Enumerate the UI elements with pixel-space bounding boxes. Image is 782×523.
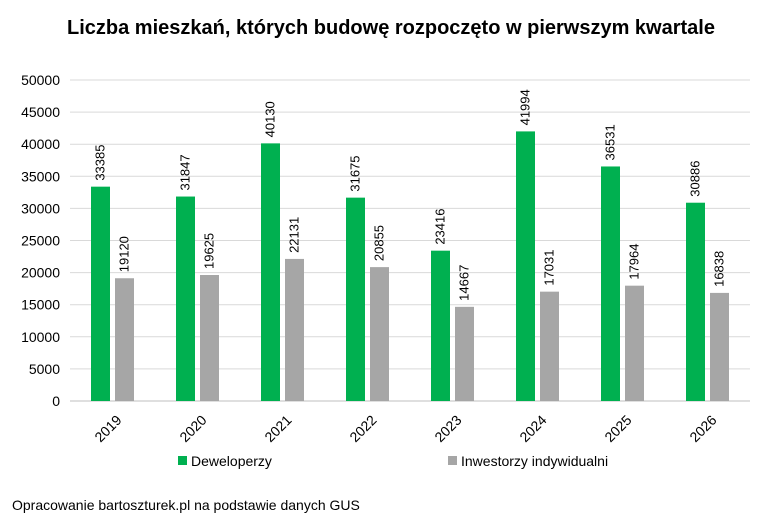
y-tick-label: 20000 <box>21 265 60 281</box>
data-label: 19625 <box>202 233 217 269</box>
y-tick-label: 40000 <box>21 136 60 152</box>
y-tick-label: 10000 <box>21 329 60 345</box>
x-tick-label: 2024 <box>516 412 549 445</box>
x-tick-label: 2021 <box>261 412 294 445</box>
bar-inwestorzy-indywidualni <box>540 291 559 401</box>
y-tick-label: 15000 <box>21 297 60 313</box>
y-tick-label: 50000 <box>21 72 60 88</box>
y-tick-label: 35000 <box>21 168 60 184</box>
data-label: 36531 <box>603 124 618 160</box>
chart-title: Liczba mieszkań, których budowę rozpoczę… <box>67 17 715 39</box>
bars: 33385 19120 31847 19625 40130 22131 31675 20855… <box>91 89 729 402</box>
data-label: 16838 <box>712 251 727 287</box>
bar-inwestorzy-indywidualni <box>455 306 474 401</box>
x-axis: 2019 2020 2021 2022 2023 2024 2025 2026 <box>91 412 719 445</box>
bar-deweloperzy <box>91 186 110 401</box>
bar-inwestorzy-indywidualni <box>370 267 389 401</box>
legend-swatch <box>448 456 457 465</box>
bar-deweloperzy <box>176 196 195 401</box>
legend-label: Deweloperzy <box>191 453 272 469</box>
bar-deweloperzy <box>601 166 620 401</box>
data-label: 14667 <box>457 265 472 301</box>
data-label: 17031 <box>542 250 557 286</box>
y-tick-label: 45000 <box>21 104 60 120</box>
bar-inwestorzy-indywidualni <box>625 285 644 401</box>
y-tick-label: 25000 <box>21 233 60 249</box>
bar-inwestorzy-indywidualni <box>200 275 219 401</box>
x-tick-label: 2022 <box>346 412 379 445</box>
x-tick-label: 2025 <box>601 412 634 445</box>
data-label: 17964 <box>627 244 642 280</box>
data-label: 20855 <box>372 225 387 261</box>
legend-label: Inwestorzy indywidualni <box>461 453 608 469</box>
data-label: 23416 <box>433 209 448 245</box>
data-label: 31847 <box>178 154 193 190</box>
data-label: 30886 <box>688 161 703 197</box>
bar-deweloperzy <box>346 197 365 401</box>
bar-inwestorzy-indywidualni <box>710 292 729 401</box>
data-label: 40130 <box>263 101 278 137</box>
y-axis: 0 5000 10000 15000 20000 25000 30000 35000 40000… <box>21 72 60 409</box>
y-tick-label: 0 <box>52 393 60 409</box>
data-label: 22131 <box>287 217 302 253</box>
data-label: 33385 <box>93 145 108 181</box>
y-tick-label: 30000 <box>21 200 60 216</box>
data-label: 19120 <box>117 236 132 272</box>
bar-deweloperzy <box>686 202 705 401</box>
legend: Deweloperzy Inwestorzy indywidualni <box>178 453 608 469</box>
data-label: 31675 <box>348 155 363 191</box>
x-tick-label: 2019 <box>91 412 124 445</box>
y-tick-label: 5000 <box>29 361 60 377</box>
bar-deweloperzy <box>516 131 535 402</box>
bar-deweloperzy <box>431 250 450 401</box>
bar-deweloperzy <box>261 143 280 401</box>
legend-swatch <box>178 456 187 465</box>
bar-inwestorzy-indywidualni <box>285 258 304 401</box>
data-label: 41994 <box>518 89 533 125</box>
gridlines <box>70 79 750 402</box>
x-tick-label: 2023 <box>431 412 464 445</box>
x-tick-label: 2020 <box>176 412 209 445</box>
bar-inwestorzy-indywidualni <box>115 278 134 401</box>
source-note: Opracowanie bartoszturek.pl na podstawie… <box>12 497 360 513</box>
x-tick-label: 2026 <box>686 412 719 445</box>
